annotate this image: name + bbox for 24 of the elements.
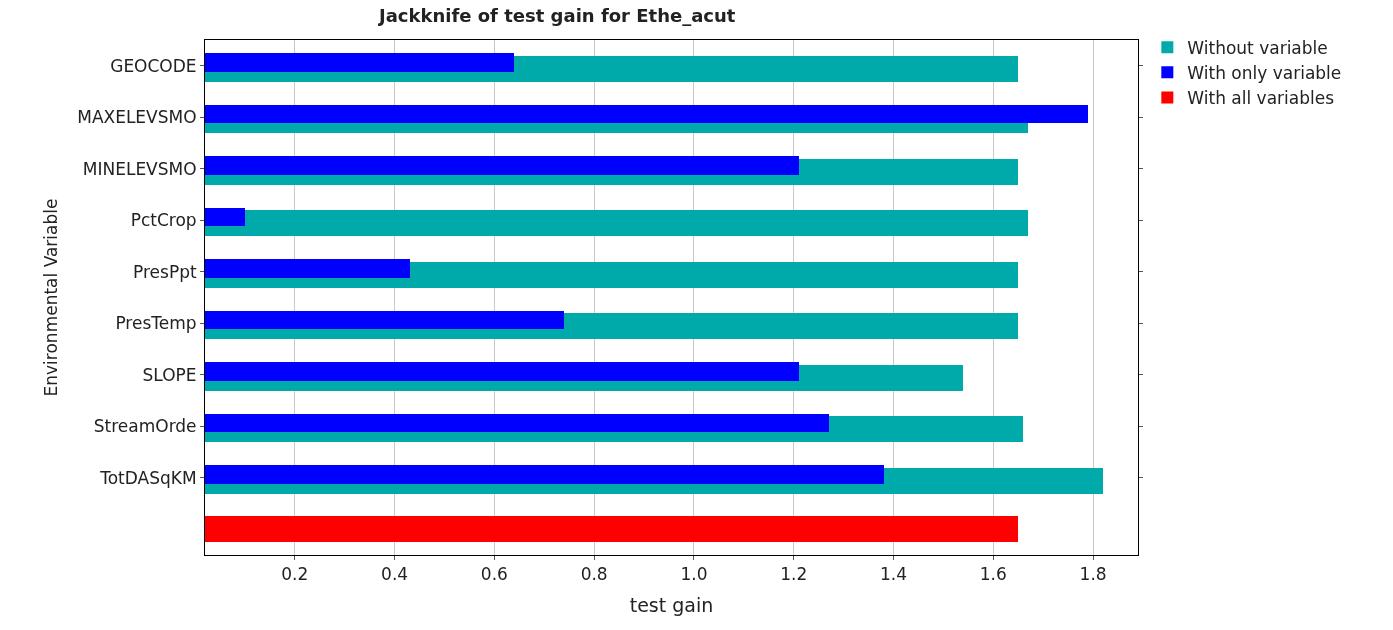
y-tick-label: TotDASqKM <box>99 467 197 488</box>
x-tick-label: 1.2 <box>780 564 808 585</box>
x-tick-label: 1.0 <box>680 564 708 585</box>
x-tick-label: 1.6 <box>979 564 1007 585</box>
legend-label: Without variable <box>1187 37 1328 58</box>
y-tick-label: SLOPE <box>142 364 197 385</box>
legend-label: With only variable <box>1187 62 1342 83</box>
y-tick-label: MINELEVSMO <box>82 158 197 179</box>
x-tick-label: 0.2 <box>281 564 309 585</box>
chart-title: Jackknife of test gain for Ethe_acut <box>377 5 736 27</box>
y-axis-title: Environmental Variable <box>40 198 61 397</box>
legend-label: With all variables <box>1187 88 1335 109</box>
y-tick-label: MAXELEVSMO <box>77 107 197 128</box>
x-axis-title: test gain <box>629 594 714 617</box>
y-tick-label: PctCrop <box>130 210 197 231</box>
x-tick-label: 0.6 <box>480 564 508 585</box>
y-tick-label: PresTemp <box>115 313 197 334</box>
y-tick-label: PresPpt <box>133 261 197 282</box>
x-tick-label: 0.4 <box>381 564 409 585</box>
y-tick-label: GEOCODE <box>110 55 197 76</box>
x-tick-label: 0.8 <box>580 564 608 585</box>
y-tick-label: StreamOrde <box>93 416 197 437</box>
x-tick-label: 1.4 <box>880 564 908 585</box>
x-tick-label: 1.8 <box>1079 564 1107 585</box>
